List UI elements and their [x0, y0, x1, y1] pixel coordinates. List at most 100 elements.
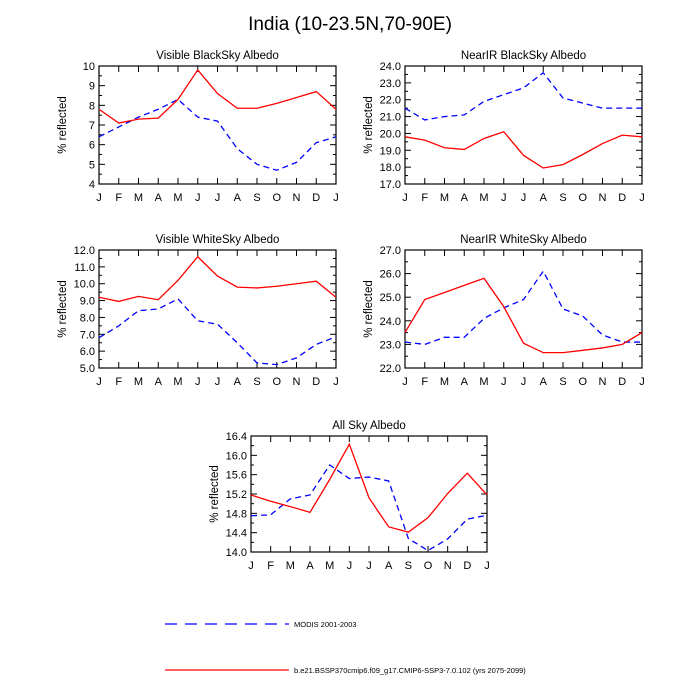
y-tick-label: 7.0	[80, 329, 95, 341]
panel-title: All Sky Albedo	[332, 420, 406, 432]
series-line-dashed	[250, 464, 488, 552]
y-axis-label: % reflected	[57, 280, 69, 338]
x-tick-label: M	[173, 376, 182, 388]
legend-label: MODIS 2001-2003	[294, 620, 357, 629]
y-tick-label: 15.2	[226, 489, 247, 501]
x-tick-label: N	[599, 376, 607, 388]
plot-frame	[404, 65, 643, 185]
y-tick-label: 22.0	[380, 95, 401, 107]
x-tick-label: A	[155, 376, 163, 388]
x-tick-label: A	[155, 192, 163, 204]
y-tick-label: 24.0	[380, 61, 401, 73]
x-tick-label: D	[312, 192, 320, 204]
chart-panel-2: NearIR BlackSky Albedo % reflected 17.0 18.…	[363, 50, 645, 204]
x-tick-label: S	[405, 560, 412, 572]
x-tick-label: N	[293, 192, 301, 204]
y-tick-label: 6.0	[80, 346, 95, 358]
x-tick-label: M	[440, 376, 449, 388]
x-tick-label: M	[440, 192, 449, 204]
x-tick-label: N	[599, 192, 607, 204]
legend: MODIS 2001-2003 b.e21.BSSP370cmip6.f09_g1…	[165, 620, 526, 675]
series-line-dashed	[98, 98, 337, 171]
chart-panel-3: Visible WhiteSky Albedo % reflected 5.0 6.0…	[57, 234, 339, 388]
x-tick-label: A	[385, 560, 393, 572]
y-tick-label: 6	[89, 140, 95, 152]
x-tick-label: O	[578, 192, 587, 204]
chart-panel-1: Visible BlackSky Albedo % reflected 4 5 6 7 8 9…	[57, 50, 339, 204]
x-tick-label: A	[306, 560, 314, 572]
x-tick-label: A	[540, 192, 548, 204]
panel-title: NearIR BlackSky Albedo	[461, 50, 586, 62]
x-tick-label: J	[333, 376, 339, 388]
x-tick-label: S	[559, 376, 566, 388]
series-line-solid	[98, 68, 337, 124]
plot-frame	[98, 249, 337, 369]
x-tick-label: J	[96, 376, 102, 388]
x-tick-label: S	[253, 192, 260, 204]
y-tick-label: 20.0	[380, 128, 401, 140]
x-tick-label: O	[578, 376, 587, 388]
x-tick-label: S	[559, 192, 566, 204]
chart-panel-4: NearIR WhiteSky Albedo % reflected 22.0 23.…	[363, 234, 645, 388]
x-tick-label: M	[134, 376, 143, 388]
panel-title: NearIR WhiteSky Albedo	[460, 234, 587, 246]
x-tick-label: O	[424, 560, 433, 572]
x-tick-label: J	[402, 376, 408, 388]
x-tick-label: D	[463, 560, 471, 572]
y-tick-label: 14.4	[226, 528, 247, 540]
x-tick-label: O	[272, 192, 281, 204]
y-tick-label: 25.0	[380, 292, 401, 304]
y-axis-label: % reflected	[209, 465, 221, 523]
y-axis-label: % reflected	[57, 96, 69, 154]
y-tick-label: 8	[89, 100, 95, 112]
series-line-dashed	[404, 71, 642, 121]
x-tick-label: M	[286, 560, 295, 572]
plot-frame	[404, 249, 643, 369]
x-tick-label: F	[115, 376, 122, 388]
y-tick-label: 23.0	[380, 339, 401, 351]
y-tick-label: 26.0	[380, 269, 401, 281]
y-tick-label: 23.0	[380, 78, 401, 90]
panel-title: Visible BlackSky Albedo	[156, 50, 279, 62]
x-tick-label: A	[461, 376, 469, 388]
y-axis-label: % reflected	[363, 96, 375, 154]
x-tick-label: J	[215, 192, 221, 204]
x-tick-label: J	[484, 560, 490, 572]
y-tick-label: 9	[89, 81, 95, 93]
x-tick-label: A	[540, 376, 548, 388]
x-tick-label: J	[521, 376, 527, 388]
plot-frame	[250, 435, 488, 553]
x-tick-label: J	[501, 192, 507, 204]
series-line-solid	[404, 130, 643, 169]
y-tick-label: 9.0	[80, 296, 95, 308]
x-tick-label: J	[402, 192, 408, 204]
x-tick-label: J	[215, 376, 221, 388]
x-tick-label: O	[272, 376, 281, 388]
x-tick-label: N	[444, 560, 452, 572]
y-tick-label: 8.0	[80, 312, 95, 324]
x-tick-label: M	[325, 560, 334, 572]
y-tick-label: 18.0	[380, 162, 401, 174]
series-line-dashed	[98, 298, 337, 366]
legend-item-2: b.e21.BSSP370cmip6.f09_g17.CMIP6-SSP3-7.…	[165, 666, 526, 675]
y-tick-label: 21.0	[380, 112, 401, 124]
x-tick-label: N	[293, 376, 301, 388]
x-tick-label: J	[366, 560, 372, 572]
x-tick-label: A	[461, 192, 469, 204]
y-tick-label: 11.0	[74, 262, 95, 274]
x-tick-label: J	[639, 192, 645, 204]
x-tick-label: F	[267, 560, 274, 572]
y-tick-label: 5.0	[80, 363, 95, 375]
x-tick-label: J	[195, 192, 201, 204]
legend-label: b.e21.BSSP370cmip6.f09_g17.CMIP6-SSP3-7.…	[294, 666, 526, 675]
y-tick-label: 12.0	[74, 245, 95, 257]
series-line-solid	[404, 277, 643, 354]
x-tick-label: J	[501, 376, 507, 388]
x-tick-label: J	[639, 376, 645, 388]
x-tick-label: J	[195, 376, 201, 388]
x-tick-label: A	[234, 192, 242, 204]
x-tick-label: A	[234, 376, 242, 388]
x-tick-label: M	[134, 192, 143, 204]
y-tick-label: 24.0	[380, 316, 401, 328]
